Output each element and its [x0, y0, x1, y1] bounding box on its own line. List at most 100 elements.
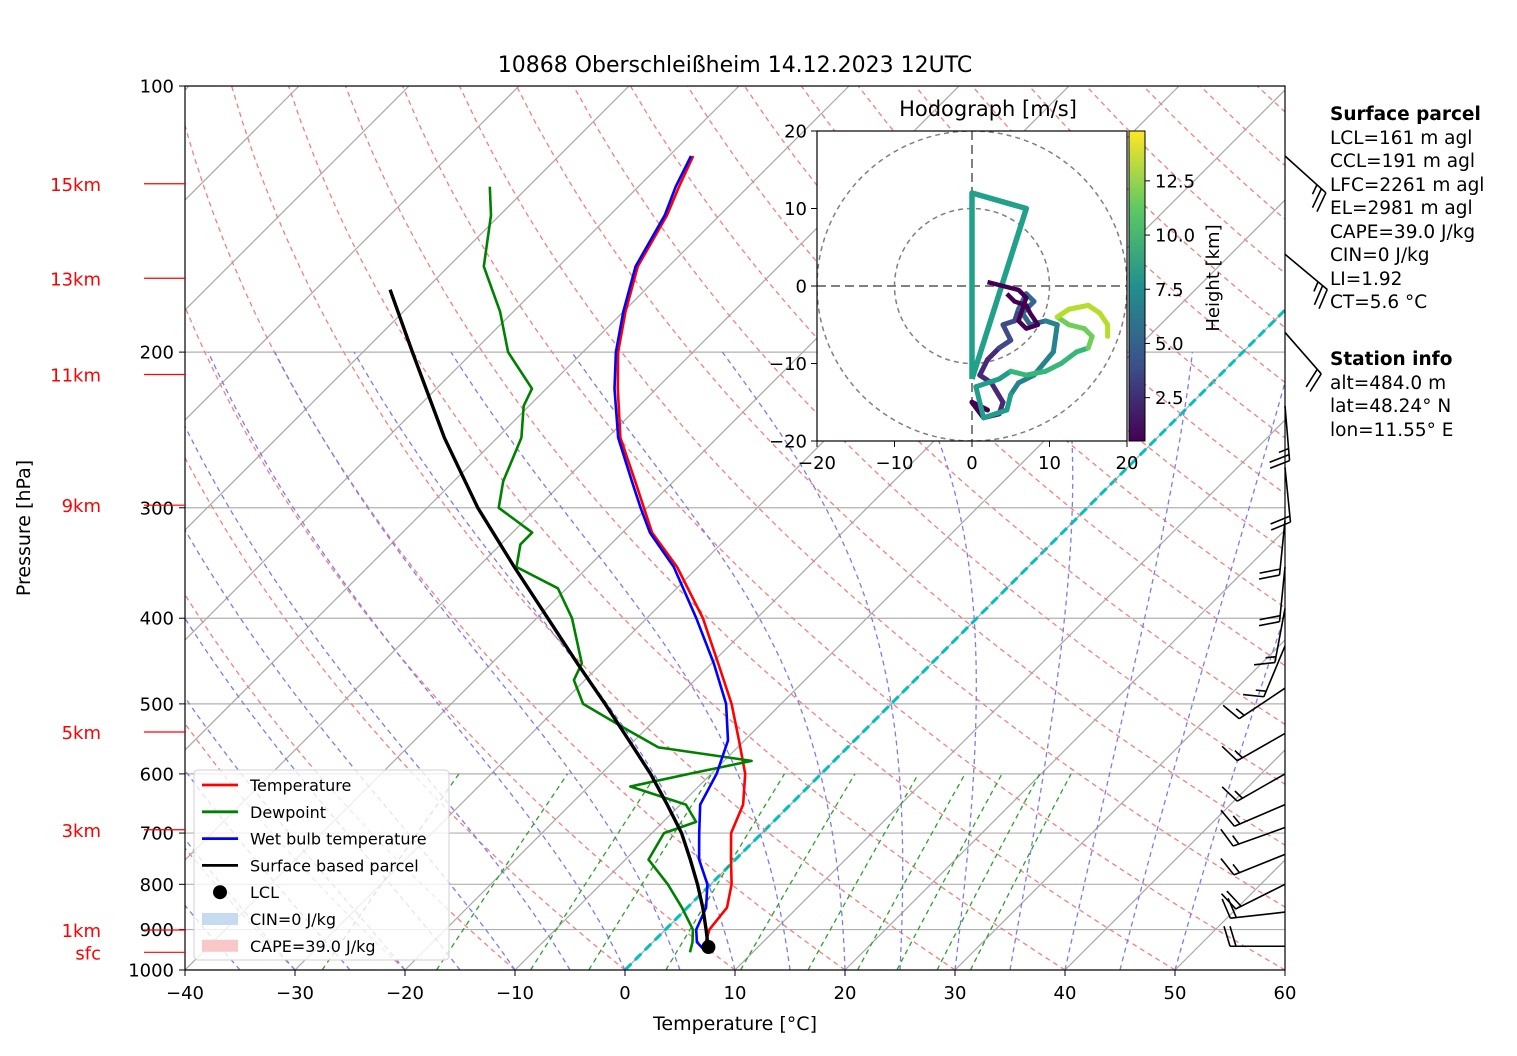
hodograph: Hodograph [m/s] −20−20 −10 −10 0 0 10 10 20 20 2.5…: [769, 97, 1224, 474]
barb-flag: [1226, 890, 1242, 907]
parcel-lfc: LFC=2261 m agl: [1330, 174, 1485, 196]
hodograph-segment: [988, 380, 1006, 405]
barb-flag: [1221, 786, 1238, 802]
hodograph-y-tick-label: 20: [784, 122, 807, 143]
wind-barb: [1222, 687, 1286, 720]
mixing-ratio-line: [588, 773, 713, 970]
barb-flag: [1221, 898, 1232, 919]
wind-barb: [1220, 826, 1286, 847]
legend-swatch: [213, 885, 227, 900]
mixing-ratio-line: [936, 773, 1041, 970]
height-label: 15km: [50, 175, 101, 196]
wind-barb: [1220, 803, 1286, 828]
height-label: 3km: [62, 821, 101, 842]
hodograph-segment: [1008, 368, 1029, 378]
barb-half-flag: [1313, 281, 1319, 292]
height-label: 1km: [62, 921, 101, 942]
moist-adiabat-line: [721, 351, 904, 970]
mixing-ratio-line: [665, 773, 786, 970]
y-tick-label: 700: [140, 824, 174, 845]
wind-barb: [1221, 773, 1286, 802]
x-tick-label: −20: [386, 983, 424, 1004]
barb-half-flag: [1311, 184, 1318, 195]
wind-barb: [1220, 853, 1286, 876]
y-tick-label: 400: [140, 609, 174, 630]
barb-staff: [1284, 155, 1327, 194]
parcel-lcl: LCL=161 m agl: [1330, 127, 1473, 149]
wind-barb: [1269, 405, 1291, 469]
wind-barbs: [1220, 155, 1328, 948]
wind-barb: [1270, 467, 1292, 531]
legend-swatch: [202, 939, 238, 952]
barb-flag: [1318, 289, 1328, 309]
x-tick-label: 20: [834, 983, 857, 1004]
height-label: 11km: [50, 365, 101, 386]
legend-label: CAPE=39.0 J/kg: [250, 937, 376, 956]
wind-barb: [1223, 926, 1285, 948]
dry-adiabat-line: [344, 86, 1176, 970]
barb-flag: [1270, 515, 1291, 525]
surface-parcel-panel: Surface parcel LCL=161 m agl CCL=191 m a…: [1330, 103, 1484, 315]
isotherm-line: [185, 86, 410, 311]
y-tick-label: 600: [140, 764, 174, 785]
hodograph-y-tick-label: 10: [784, 199, 807, 220]
x-axis-label: Temperature [°C]: [652, 1013, 817, 1035]
y-tick-label: 1000: [128, 961, 174, 982]
barb-half-flag: [1255, 689, 1267, 693]
barb-flag: [1221, 745, 1238, 762]
y-tick-label: 800: [140, 875, 174, 896]
barb-staff: [1278, 566, 1286, 622]
isotherm-line: [1064, 749, 1285, 970]
barb-staff: [1232, 826, 1286, 847]
x-tick-label: 10: [724, 983, 747, 1004]
isotherm-line: [844, 529, 1285, 970]
isotherm-line: [185, 86, 520, 421]
mixing-ratio-line: [896, 773, 1003, 970]
legend-label: LCL: [250, 883, 279, 902]
hodograph-plot-area: [817, 131, 1127, 441]
height-label: 5km: [62, 723, 101, 744]
y-tick-label: 300: [140, 498, 174, 519]
moist-adiabat-line: [571, 351, 846, 970]
mixing-ratio-line: [740, 773, 856, 970]
colorbar-tick-label: 7.5: [1155, 280, 1184, 301]
barb-flag: [1258, 620, 1280, 627]
hodograph-x-tick-label: −20: [798, 453, 836, 474]
lcl-marker: [701, 940, 716, 955]
barb-half-flag: [1265, 655, 1277, 659]
wind-barb: [1284, 155, 1327, 213]
hodograph-y-tick-label: −10: [769, 354, 807, 375]
wetbulb-line: [613, 155, 730, 954]
barb-flag: [1316, 192, 1327, 213]
barb-staff: [1274, 608, 1286, 663]
hodograph-y-tick-label: −20: [769, 432, 807, 453]
colorbar-label: Height [km]: [1203, 224, 1224, 331]
barb-flag: [1242, 693, 1264, 698]
barb-staff: [1284, 253, 1328, 291]
barb-staff: [1284, 405, 1291, 461]
parcel-line: [388, 289, 714, 954]
hodograph-segment: [985, 345, 1002, 363]
x-tick-label: 50: [1164, 983, 1187, 1004]
x-tick-label: 60: [1274, 983, 1297, 1004]
mixing-ratio-line: [807, 773, 919, 970]
moist-adiabat-line: [207, 351, 626, 970]
hodograph-segment: [973, 376, 1002, 390]
y-tick-label: 200: [140, 343, 174, 364]
hodograph-segment: [1043, 361, 1064, 374]
legend-label: Temperature: [249, 776, 351, 795]
colorbar-tick-label: 12.5: [1155, 171, 1195, 192]
hodograph-segment: [1000, 322, 1014, 343]
x-tick-label: −30: [276, 983, 314, 1004]
dry-adiabat-line: [458, 86, 1285, 908]
legend: Temperature Dewpoint Wet bulb temperature S…: [193, 769, 450, 961]
mixing-ratio-line: [530, 773, 658, 970]
moist-adiabat-line: [1064, 352, 1194, 970]
barb-flag: [1220, 828, 1234, 847]
hodograph-x-tick-label: 10: [1038, 453, 1061, 474]
barb-half-flag: [1234, 790, 1244, 799]
barb-flag: [1269, 453, 1290, 463]
barb-flag: [1229, 926, 1237, 947]
barb-staff: [1230, 911, 1286, 919]
temperature-line: [616, 155, 747, 954]
